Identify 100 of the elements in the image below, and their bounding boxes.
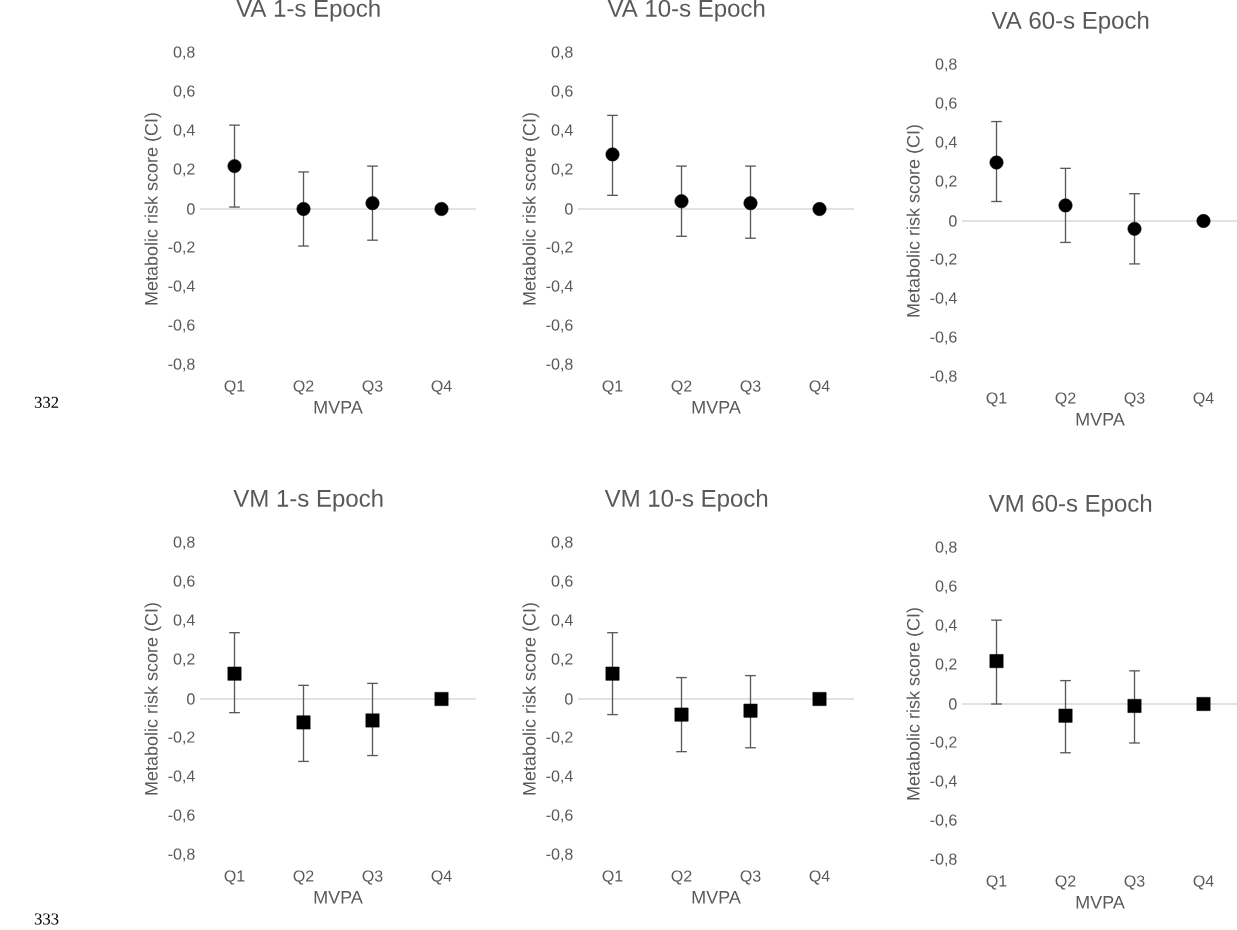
chart-title: VA 1-s Epoch — [236, 0, 380, 22]
point — [1058, 708, 1073, 723]
x-tick-label: Q2 — [671, 380, 692, 395]
y-tick-label: 0,4 — [935, 136, 957, 150]
point — [674, 194, 689, 209]
x-tick-label: Q4 — [431, 380, 452, 395]
y-tick-label: 0,8 — [173, 536, 195, 550]
y-tick-label: -0,2 — [930, 253, 957, 267]
y-tick-label: -0,4 — [930, 775, 957, 789]
x-axis-title: MVPA — [314, 891, 363, 904]
y-tick-label: 0,2 — [173, 163, 195, 177]
point — [1127, 221, 1142, 236]
y-tick-label: 0 — [187, 693, 195, 705]
point — [1196, 697, 1211, 711]
y-axis-title: Metabolic risk score (CI) — [144, 603, 162, 795]
y-tick-label: 0,6 — [173, 85, 195, 99]
y-tick-label: 0,8 — [173, 46, 195, 60]
point — [227, 666, 242, 681]
x-tick-label: Q4 — [1193, 392, 1214, 407]
y-tick-label: 0,4 — [935, 619, 957, 633]
y-tick-label: 0,4 — [551, 124, 573, 138]
y-tick-label: 0,8 — [935, 541, 957, 555]
x-tick-label: Q2 — [1055, 875, 1076, 890]
x-tick-label: Q2 — [671, 870, 692, 885]
y-tick-label: -0,8 — [930, 853, 957, 867]
y-tick-label: -0,2 — [168, 731, 195, 745]
y-tick-label: 0 — [949, 698, 957, 710]
x-tick-label: Q3 — [362, 380, 383, 395]
y-tick-label: -0,2 — [546, 241, 573, 255]
text: 333 — [34, 913, 59, 925]
y-tick-label: -0,8 — [546, 848, 573, 862]
x-tick-label: Q4 — [809, 870, 830, 885]
y-tick-label: -0,8 — [546, 358, 573, 372]
y-tick-label: 0,8 — [551, 536, 573, 550]
y-axis-title: Metabolic risk score (CI) — [522, 113, 540, 305]
y-axis-title: Metabolic risk score (CI) — [906, 608, 924, 800]
x-tick-label: Q3 — [740, 870, 761, 885]
y-tick-label: 0 — [187, 203, 195, 215]
x-axis-title: MVPA — [692, 891, 741, 904]
x-tick-label: Q2 — [293, 870, 314, 885]
y-axis-title: Metabolic risk score (CI) — [906, 125, 924, 317]
y-tick-label: 0,6 — [551, 85, 573, 99]
point — [605, 147, 620, 162]
y-tick-label: -0,6 — [168, 319, 195, 333]
x-tick-label: Q4 — [1193, 875, 1214, 890]
y-tick-label: -0,4 — [546, 770, 573, 784]
point — [605, 666, 620, 681]
x-tick-label: Q4 — [809, 380, 830, 395]
text: 332 — [34, 396, 59, 408]
point — [434, 202, 449, 216]
point — [743, 703, 758, 718]
y-tick-label: 0,6 — [935, 97, 957, 111]
y-tick-label: -0,6 — [546, 319, 573, 333]
y-tick-label: 0,2 — [935, 658, 957, 672]
y-tick-label: -0,6 — [546, 809, 573, 823]
y-tick-label: -0,6 — [930, 331, 957, 345]
point — [989, 654, 1004, 669]
y-axis-title: Metabolic risk score (CI) — [522, 603, 540, 795]
x-tick-label: Q3 — [740, 380, 761, 395]
x-tick-label: Q1 — [224, 380, 245, 395]
x-tick-label: Q3 — [1124, 392, 1145, 407]
y-tick-label: -0,4 — [546, 280, 573, 294]
y-tick-label: 0,6 — [551, 575, 573, 589]
y-tick-label: 0,6 — [935, 580, 957, 594]
point — [674, 707, 689, 722]
x-tick-label: Q1 — [224, 870, 245, 885]
point — [296, 202, 311, 216]
y-tick-label: -0,6 — [168, 809, 195, 823]
point — [1058, 198, 1073, 213]
y-tick-label: -0,4 — [930, 292, 957, 306]
chart-title: VA 10-s Epoch — [607, 0, 765, 22]
y-tick-label: 0 — [565, 693, 573, 705]
chart-title: VA 60-s Epoch — [991, 11, 1149, 34]
y-tick-label: 0,6 — [173, 575, 195, 589]
y-tick-label: -0,8 — [930, 370, 957, 384]
point — [1127, 699, 1142, 713]
y-tick-label: 0 — [949, 215, 957, 227]
y-tick-label: -0,2 — [930, 736, 957, 750]
y-tick-label: -0,8 — [168, 848, 195, 862]
x-tick-label: Q2 — [293, 380, 314, 395]
point — [812, 202, 827, 216]
x-axis-title: MVPA — [314, 401, 363, 414]
y-tick-label: 0,2 — [173, 653, 195, 667]
y-tick-label: 0,4 — [173, 614, 195, 628]
point — [1196, 214, 1211, 228]
y-tick-label: -0,4 — [168, 770, 195, 784]
point — [227, 159, 242, 174]
y-tick-label: -0,4 — [168, 280, 195, 294]
point — [365, 713, 380, 728]
x-axis-title: MVPA — [1076, 413, 1125, 426]
chart-title: VM 60-s Epoch — [988, 494, 1152, 517]
point — [812, 692, 827, 706]
y-axis-title: Metabolic risk score (CI) — [144, 113, 162, 305]
y-tick-label: 0,2 — [551, 163, 573, 177]
x-tick-label: Q4 — [431, 870, 452, 885]
y-tick-label: 0,2 — [551, 653, 573, 667]
y-tick-label: -0,2 — [168, 241, 195, 255]
y-tick-label: 0,4 — [173, 124, 195, 138]
y-tick-label: -0,6 — [930, 814, 957, 828]
x-tick-label: Q1 — [986, 392, 1007, 407]
